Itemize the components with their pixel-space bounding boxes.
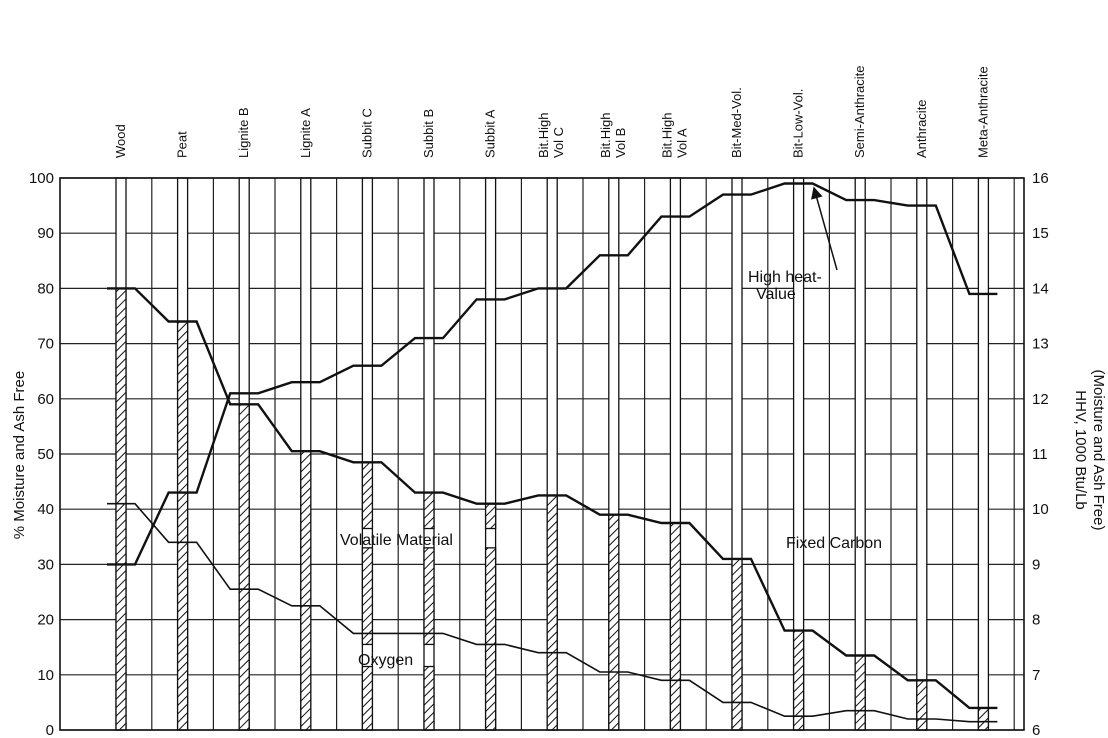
hatched-segment — [300, 450, 312, 731]
y-tick-label: 30 — [37, 556, 54, 573]
y-tick-label: 80 — [37, 280, 54, 297]
y-axis-title: % Moisture and Ash Free — [11, 371, 28, 539]
y2-tick-label: 8 — [1032, 612, 1040, 629]
rank-label: Bit-Med-Vol. — [729, 87, 744, 158]
y-tick-label: 0 — [46, 722, 54, 738]
rank-label-line2: Vol B — [613, 128, 628, 158]
hatched-segment — [361, 665, 374, 731]
rank-column — [361, 177, 374, 731]
rank-label: Lignite B — [236, 107, 251, 158]
rank-label: Wood — [113, 124, 128, 158]
hatched-segment — [238, 403, 250, 731]
rank-column — [423, 177, 435, 731]
y2-tick-label: 15 — [1032, 225, 1049, 242]
y-tick-label: 60 — [37, 391, 54, 408]
rank-labels: Wood Peat Lignite B Lignite A Subbit C Subbit… — [113, 66, 990, 158]
hhv-series-line — [107, 182, 998, 566]
y2-tick-label: 6 — [1032, 722, 1040, 738]
y2-tick-label: 11 — [1032, 446, 1048, 463]
hatched-segment — [176, 320, 189, 731]
hatched-segment — [484, 503, 497, 530]
hatched-segment — [484, 547, 497, 731]
y-tick-label: 10 — [37, 667, 54, 684]
rank-label: Lignite A — [298, 108, 313, 158]
y2-axis-title-line1: HHV, 1000 Btu/Lb — [1072, 390, 1089, 510]
gridlines — [60, 177, 1024, 731]
y2-tick-label: 9 — [1032, 556, 1040, 573]
oxygen-label: Oxygen — [358, 652, 413, 669]
rank-column — [977, 177, 990, 731]
y2-tick-label: 13 — [1032, 336, 1049, 353]
y-tick-label: 20 — [37, 612, 54, 629]
hatched-segment — [423, 491, 435, 530]
rank-label: Anthracite — [914, 99, 929, 158]
hatched-segment — [423, 547, 435, 646]
volatile-material-label: Volatile Material — [340, 532, 453, 549]
rank-label: Peat — [175, 131, 190, 158]
hatched-segment — [423, 665, 435, 731]
y-tick-label: 70 — [37, 336, 54, 353]
rank-label-line2: Vol A — [674, 128, 689, 158]
hatched-segment — [115, 287, 127, 731]
fixed-carbon-label: Fixed Carbon — [786, 535, 882, 552]
hatched-segment — [977, 707, 990, 731]
axis-tick-labels: 0 10 20 30 40 50 60 70 80 90 100 6 7 8 9 10 11 12 13 14 15 16 — [29, 170, 1049, 738]
hatched-segment — [792, 629, 805, 731]
high-heat-arrow — [811, 186, 838, 271]
hatched-segment — [854, 654, 866, 731]
hatched-segment — [361, 461, 374, 530]
high-heat-value-label-line2: Value — [756, 286, 796, 303]
rank-label: Bit-Low-Vol. — [791, 89, 806, 158]
rank-label: Subbit A — [483, 109, 498, 158]
y2-tick-label: 10 — [1032, 501, 1049, 518]
y-tick-label: 50 — [37, 446, 54, 463]
y2-tick-label: 14 — [1032, 280, 1049, 297]
rank-label: Subbit C — [359, 108, 374, 158]
rank-label: Subbit B — [421, 109, 436, 158]
hatched-segment — [731, 558, 743, 731]
y2-axis-title-line2: (Moisture and Ash Free) — [1090, 370, 1107, 531]
rank-columns — [115, 177, 990, 731]
hatched-segment — [546, 494, 558, 731]
rank-label: Meta-Anthracite — [975, 66, 990, 158]
hatched-segment — [361, 547, 374, 646]
y-tick-label: 100 — [29, 170, 54, 187]
rank-label: Bit.High — [536, 112, 551, 158]
volatile-series-line — [107, 287, 998, 710]
rank-label: Bit.High — [659, 112, 674, 158]
y2-tick-label: 16 — [1032, 170, 1049, 187]
data-series — [107, 182, 998, 723]
y2-tick-label: 7 — [1032, 667, 1040, 684]
high-heat-value-label-line1: High heat- — [748, 269, 822, 286]
hatched-segment — [669, 522, 682, 731]
annotations: Volatile Material Fixed Carbon Oxygen Hi… — [340, 186, 882, 669]
rank-column — [854, 177, 866, 731]
hatched-segment — [608, 514, 620, 731]
y-tick-label: 90 — [37, 225, 54, 242]
y2-tick-label: 12 — [1032, 391, 1049, 408]
hatched-segment — [916, 679, 928, 731]
rank-column — [916, 177, 928, 731]
oxygen-series-line — [107, 502, 998, 723]
rank-label-line2: Vol C — [551, 127, 566, 158]
y-tick-label: 40 — [37, 501, 54, 518]
rank-label: Bit.High — [598, 112, 613, 158]
rank-label: Semi-Anthracite — [852, 66, 867, 158]
plot-frame — [59, 177, 1025, 731]
